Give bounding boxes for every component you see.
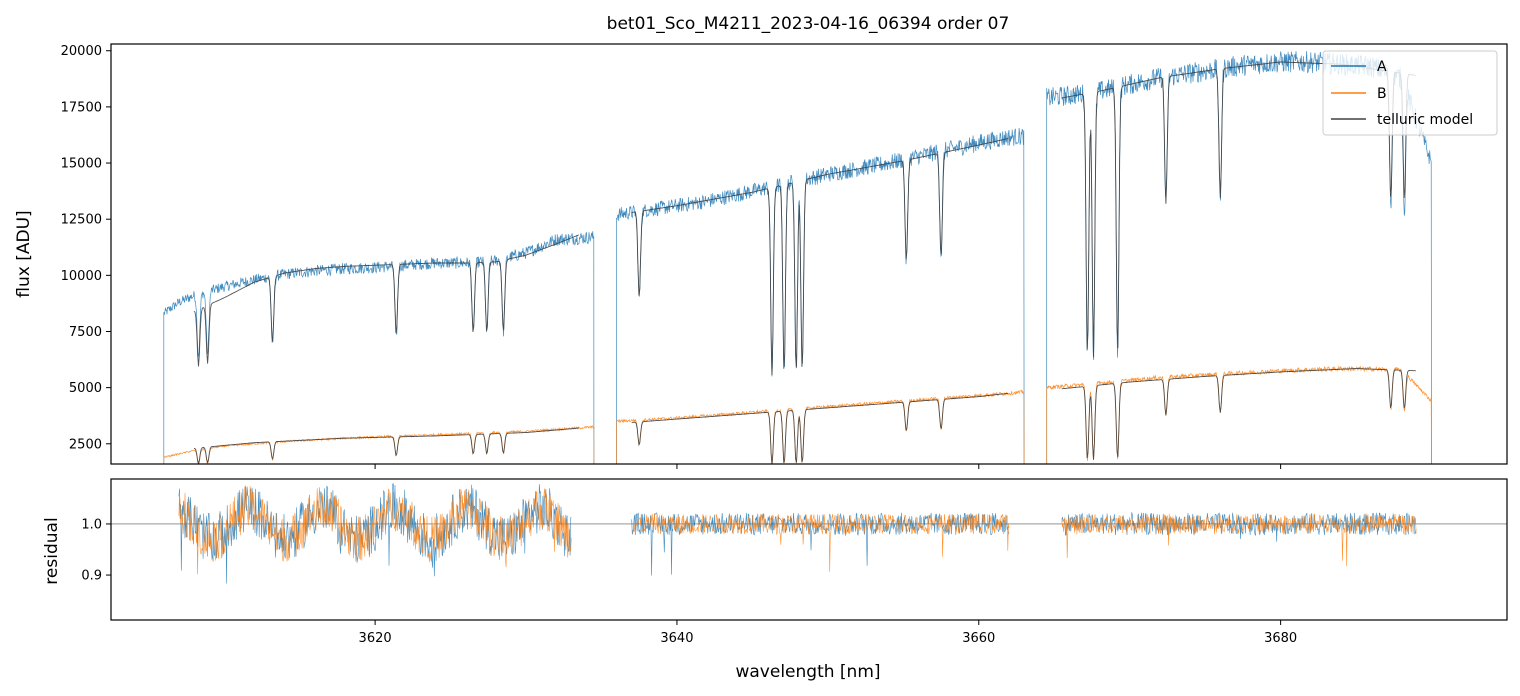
flux-y-label: flux [ADU] [14, 210, 34, 297]
flux-y-tick-label: 15000 [61, 157, 102, 172]
residual-series-b-segment [1061, 512, 1417, 567]
series-a-segment [163, 231, 595, 464]
legend-label-telluric: telluric model [1377, 112, 1473, 128]
residual-axes-frame [110, 478, 1508, 621]
residual-x-ticks: 3620 3640 3660 3680 [359, 620, 1297, 646]
flux-x-ticks [374, 464, 1282, 469]
x-tick-label: 3680 [1264, 631, 1297, 646]
legend: A B telluric model [1322, 50, 1498, 136]
series-a-segment [616, 127, 1025, 464]
x-tick-label: 3620 [359, 631, 392, 646]
x-axis-label: wavelength [nm] [735, 662, 880, 682]
legend-label-b: B [1377, 86, 1387, 102]
flux-y-tick-label: 12500 [61, 213, 102, 228]
legend-label-a: A [1377, 59, 1387, 75]
series-b [163, 365, 1432, 464]
series-telluric-model-segment [1061, 368, 1416, 460]
residual-series-b-segment [631, 512, 1010, 572]
residual-series-b-segment [178, 486, 572, 575]
residual-series [111, 482, 1507, 584]
flux-axes-frame [110, 43, 1508, 465]
flux-y-tick-label: 10000 [61, 269, 102, 284]
series-telluric-model-segment [631, 138, 1009, 376]
residual-series-a [178, 482, 1417, 584]
residual-series-b [178, 486, 1417, 575]
series-b-segment [616, 389, 1025, 464]
flux-y-tick-label: 2500 [69, 437, 102, 452]
flux-y-tick-label: 17500 [61, 100, 102, 115]
series-b-segment [1046, 365, 1432, 464]
series-telluric-model-segment [193, 234, 579, 367]
flux-series [163, 51, 1432, 464]
flux-y-tick-label: 20000 [61, 44, 102, 59]
x-tick-label: 3660 [962, 631, 995, 646]
residual-y-ticks: 0.9 1.0 [81, 517, 111, 584]
residual-y-tick-label: 0.9 [81, 569, 102, 584]
chart-title: bet01_Sco_M4211_2023-04-16_06394 order 0… [607, 14, 1010, 34]
flux-y-tick-label: 5000 [69, 381, 102, 396]
series-telluric-model-segment [631, 392, 1009, 464]
flux-y-ticks: 2500 5000 7500 10000 12500 15000 17500 20000 [61, 44, 111, 452]
legend-frame [1322, 50, 1498, 136]
x-tick-label: 3640 [660, 631, 693, 646]
series-telluric-model-segment [193, 427, 579, 464]
residual-y-label: residual [42, 517, 62, 584]
flux-y-tick-label: 7500 [69, 325, 102, 340]
residual-y-tick-label: 1.0 [81, 517, 102, 532]
residual-panel: 0.9 1.0 3620 3640 3660 3680 residual [42, 478, 1508, 646]
flux-panel: 2500 5000 7500 10000 12500 15000 17500 20000 fl… [14, 43, 1508, 469]
